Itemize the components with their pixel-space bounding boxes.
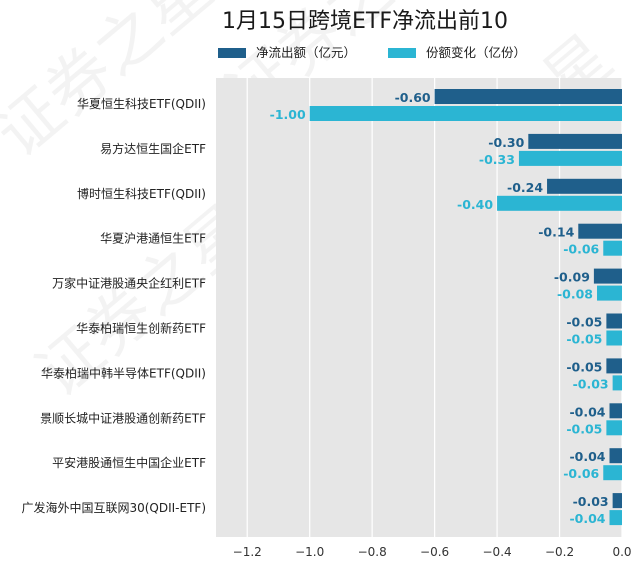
category-label: 华泰柏瑞中韩半导体ETF(QDII): [41, 365, 206, 380]
data-label: -1.00: [270, 107, 306, 122]
bar: [518, 150, 622, 166]
bar: [609, 448, 622, 464]
data-label: -0.40: [457, 197, 493, 212]
bar: [612, 375, 622, 391]
data-label: -0.33: [479, 152, 515, 167]
category-label: 平安港股通恒生中国企业ETF: [52, 455, 206, 470]
category-label: 华泰柏瑞恒生创新药ETF: [76, 321, 206, 336]
data-label: -0.03: [573, 494, 609, 509]
bar: [528, 133, 622, 149]
data-label: -0.04: [569, 511, 605, 526]
category-label: 博时恒生科技ETF(QDII): [77, 186, 206, 201]
data-label: -0.05: [566, 421, 602, 436]
x-tick-label: −0.6: [420, 545, 449, 559]
category-label: 华夏沪港通恒生ETF: [100, 232, 206, 246]
legend: 净流出额（亿元） 份额变化（亿份）: [218, 45, 526, 60]
legend-label: 份额变化（亿份）: [426, 45, 526, 60]
data-label: -0.04: [569, 404, 605, 419]
data-label: -0.24: [507, 180, 543, 195]
bar: [603, 465, 622, 481]
data-label: -0.60: [395, 90, 431, 105]
legend-label: 净流出额（亿元）: [256, 45, 356, 60]
data-label: -0.05: [566, 332, 602, 347]
bar: [606, 358, 622, 374]
bar: [309, 106, 622, 121]
bar: [606, 420, 622, 436]
legend-swatch: [218, 48, 246, 58]
category-label: 广发海外中国互联网30(QDII-ETF): [21, 500, 206, 515]
x-tick-label: −0.2: [545, 545, 574, 559]
category-labels: 华夏恒生科技ETF(QDII) 易方达恒生国企ETF 博时恒生科技ETF(QDII)…: [21, 97, 206, 515]
data-label: -0.30: [488, 135, 524, 150]
x-axis-ticks: −1.2 −1.0 −0.8 −0.6 −0.4 −0.2 0.0: [233, 545, 632, 559]
category-label: 万家中证港股通央企红利ETF: [52, 276, 206, 291]
chart-title: 1月15日跨境ETF净流出前10: [222, 9, 508, 34]
bar: [612, 493, 622, 509]
data-label: -0.05: [566, 315, 602, 330]
bar: [609, 403, 622, 419]
data-label: -0.06: [563, 242, 599, 257]
x-tick-label: −1.0: [295, 545, 324, 559]
bar: [497, 195, 622, 211]
bar: [434, 89, 622, 104]
bar: [547, 178, 622, 194]
bar: [578, 223, 622, 239]
data-label: -0.09: [554, 270, 590, 285]
data-label: -0.14: [538, 225, 574, 240]
x-tick-label: −0.4: [483, 545, 512, 559]
data-label: -0.04: [569, 449, 605, 464]
data-label: -0.03: [573, 376, 609, 391]
legend-swatch: [388, 48, 416, 58]
category-label: 华夏恒生科技ETF(QDII): [77, 97, 206, 111]
bar: [593, 268, 622, 284]
data-label: -0.05: [566, 359, 602, 374]
category-label: 景顺长城中证港股通创新药ETF: [40, 410, 206, 425]
bar: [597, 285, 622, 301]
category-label: 易方达恒生国企ETF: [100, 141, 206, 156]
x-tick-label: −1.2: [233, 545, 262, 559]
x-tick-label: 0.0: [612, 545, 631, 559]
bars: -0.60 -1.00 -0.30 -0.33 -0.24 -0.40 -0.14 -0.06…: [270, 89, 622, 526]
bar: [606, 330, 622, 346]
data-label: -0.06: [563, 466, 599, 481]
x-tick-label: −0.8: [358, 545, 387, 559]
bar: [609, 510, 622, 526]
bar: [603, 240, 622, 256]
data-label: -0.08: [557, 287, 593, 302]
bar: [606, 313, 622, 329]
